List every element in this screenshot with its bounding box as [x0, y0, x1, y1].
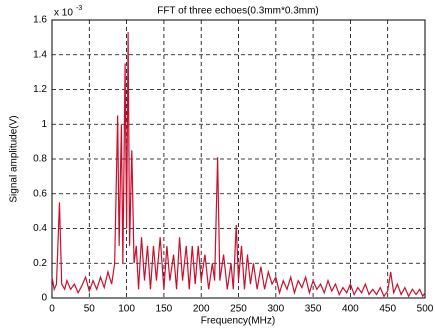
- y-tick-label: 1.6: [33, 15, 47, 26]
- x-axis-label: Frequency(MHz): [201, 316, 275, 327]
- x-tick-label: 500: [417, 304, 434, 315]
- x-tick-label: 200: [193, 304, 210, 315]
- y-tick-label: 1.4: [33, 49, 47, 60]
- x-tick-label: 350: [305, 304, 322, 315]
- y-tick-label: 0: [41, 293, 47, 304]
- y-multiplier: x 10: [54, 8, 73, 19]
- x-tick-label: 450: [379, 304, 396, 315]
- x-tick-label: 50: [84, 304, 96, 315]
- y-tick-label: 0.4: [33, 223, 47, 234]
- y-tick-label: 0.6: [33, 188, 47, 199]
- y-tick-label: 0.8: [33, 154, 47, 165]
- y-tick-label: 0.2: [33, 258, 47, 269]
- plot-frame: [51, 19, 426, 299]
- x-tick-label: 0: [49, 304, 55, 315]
- x-tick-label: 100: [118, 304, 135, 315]
- signal-line: [51, 32, 426, 298]
- x-tick-label: 300: [267, 304, 284, 315]
- y-axis-label: Signal amplitude(V): [9, 115, 20, 202]
- x-tick-label: 400: [342, 304, 359, 315]
- y-tick-label: 1: [41, 119, 47, 130]
- chart-title: FFT of three echoes(0.3mm*0.3mm): [157, 6, 319, 17]
- y-tick-label: 1.2: [33, 84, 47, 95]
- x-tick-label: 150: [156, 304, 173, 315]
- y-multiplier-exponent: -3: [76, 5, 82, 12]
- x-tick-label: 250: [230, 304, 247, 315]
